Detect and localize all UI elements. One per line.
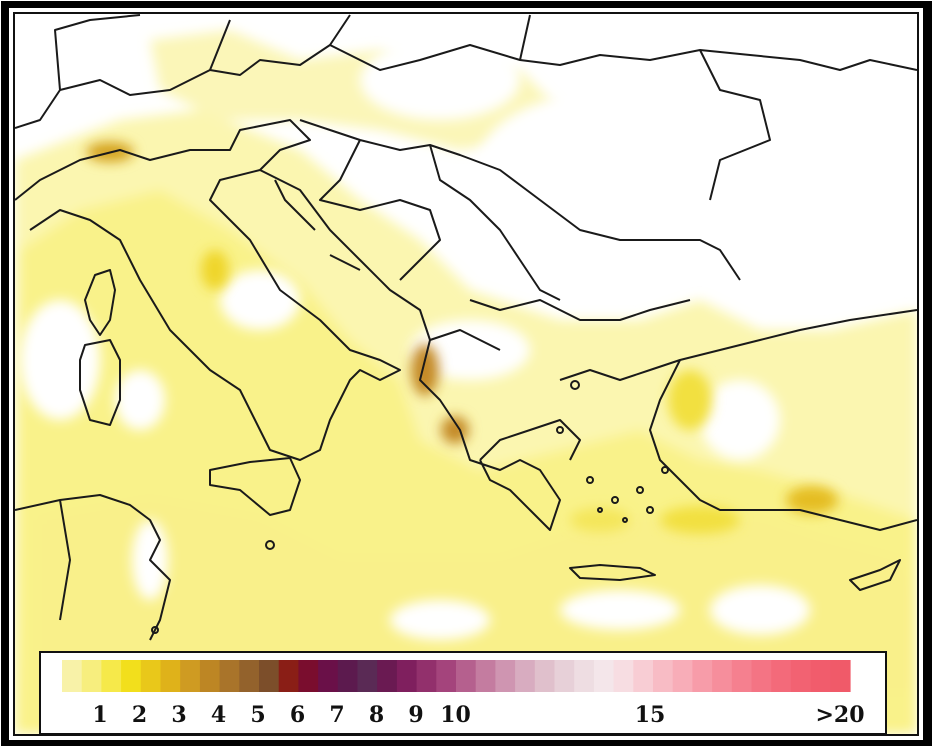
border-central2 xyxy=(519,14,531,61)
legend-label: 4 xyxy=(211,702,226,728)
legend-label: 2 xyxy=(132,702,147,728)
legend-swatch xyxy=(456,660,477,692)
coast-aegean-north xyxy=(559,309,917,381)
legend-swatch xyxy=(653,660,674,692)
legend-swatch xyxy=(298,660,319,692)
legend-label: >20 xyxy=(815,702,864,728)
legend-label: 6 xyxy=(290,702,305,728)
border-alps xyxy=(209,19,231,71)
legend-color-bar xyxy=(62,660,851,692)
legend-swatch xyxy=(81,660,102,692)
legend-label: 1 xyxy=(92,702,107,728)
legend-label: 10 xyxy=(440,702,471,728)
legend-swatch xyxy=(101,660,122,692)
legend-label: 3 xyxy=(171,702,186,728)
legend-swatch xyxy=(515,660,536,692)
legend-swatch xyxy=(396,660,418,692)
legend-swatch xyxy=(613,660,634,692)
legend-swatch xyxy=(672,660,693,692)
coastlines-borders xyxy=(15,14,917,641)
legend-swatch xyxy=(495,660,516,692)
legend-label: 15 xyxy=(635,702,666,728)
legend-swatch xyxy=(731,660,753,692)
coast-anatolia xyxy=(649,359,917,531)
border-africa xyxy=(59,499,71,621)
legend-labels: 1 2 3 4 5 6 7 8 9 10 15 >20 xyxy=(92,702,864,728)
legend-swatch xyxy=(790,660,812,692)
dry-patches xyxy=(20,40,917,640)
legend-swatch xyxy=(278,660,299,692)
legend-swatch xyxy=(751,660,772,692)
coast-greece xyxy=(479,419,581,461)
legend-swatch xyxy=(810,660,831,692)
legend-swatch xyxy=(219,660,240,692)
wet-hotspots xyxy=(86,142,838,534)
border-east1 xyxy=(699,49,771,201)
border-inland5 xyxy=(429,329,501,351)
legend-swatch xyxy=(357,660,378,692)
coast-corsica xyxy=(84,269,116,336)
legend-swatch xyxy=(239,660,260,692)
legend-swatch xyxy=(337,660,359,692)
legend-swatch xyxy=(593,660,615,692)
border-inland4 xyxy=(469,299,691,321)
border-inland3 xyxy=(429,144,561,301)
legend-swatch xyxy=(199,660,221,692)
border-central xyxy=(329,14,351,46)
legend-swatch xyxy=(259,660,280,692)
legend-swatch xyxy=(475,660,496,692)
coast-italy xyxy=(15,119,401,461)
border-nw xyxy=(54,14,141,91)
legend-swatch xyxy=(436,660,457,692)
coast-cyprus xyxy=(849,559,901,591)
legend: 1 2 3 4 5 6 7 8 9 10 15 >20 xyxy=(39,651,887,735)
coast-crete xyxy=(569,564,656,581)
coast-sicily xyxy=(209,457,301,516)
legend-swatch xyxy=(62,660,83,692)
legend-label: 8 xyxy=(369,702,384,728)
legend-swatch xyxy=(140,660,162,692)
legend-swatch xyxy=(160,660,181,692)
legend-swatch xyxy=(554,660,575,692)
legend-swatch xyxy=(416,660,437,692)
legend-swatch xyxy=(318,660,339,692)
precipitation-field xyxy=(15,30,917,734)
legend-swatch xyxy=(377,660,398,692)
legend-swatch xyxy=(712,660,733,692)
legend-swatch xyxy=(633,660,654,692)
legend-swatch xyxy=(180,660,201,692)
border-north xyxy=(15,44,917,129)
legend-label: 9 xyxy=(408,702,423,728)
border-inland1 xyxy=(299,119,741,281)
coast-adriatic xyxy=(259,169,561,531)
legend-swatch xyxy=(830,660,851,692)
legend-swatch xyxy=(534,660,556,692)
legend-swatch xyxy=(574,660,595,692)
coast-sardinia xyxy=(79,339,121,426)
border-inland2 xyxy=(319,139,441,281)
legend-swatch xyxy=(692,660,713,692)
coast-tunisia xyxy=(15,494,171,641)
legend-label: 7 xyxy=(329,702,344,728)
legend-label: 5 xyxy=(250,702,265,728)
legend-swatch xyxy=(121,660,142,692)
legend-swatch xyxy=(771,660,792,692)
